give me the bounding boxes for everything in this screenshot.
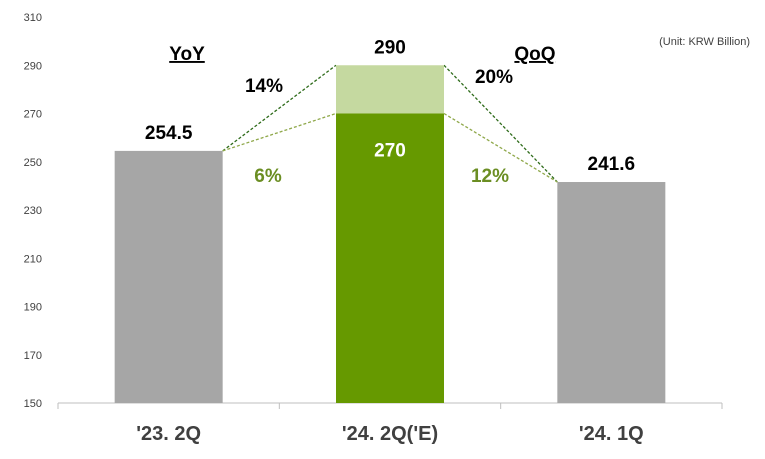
y-axis: 150 170 190 210 230 250 270 290 310 (24, 12, 42, 410)
bar-value-label: 254.5 (145, 123, 193, 144)
qoq-high-connector (443, 64, 558, 183)
yoy-high-connector (222, 64, 337, 152)
unit-label: (Unit: KRW Billion) (659, 36, 750, 48)
qoq-high-growth-label: 20% (475, 67, 513, 88)
x-tick-label: '24. 2Q('E) (342, 423, 438, 445)
bars (114, 65, 666, 403)
yoy-high-growth-label: 14% (245, 76, 283, 97)
y-tick-label: 250 (24, 157, 42, 169)
y-tick-label: 310 (24, 12, 42, 24)
y-tick-label: 190 (24, 302, 42, 314)
yoy-header: YoY (169, 44, 205, 65)
bar-upper-segment (336, 65, 444, 114)
qoq-header: QoQ (514, 44, 555, 65)
bar-value-label: 290 (374, 37, 406, 58)
yoy-low-growth-label: 6% (254, 166, 282, 187)
x-tick-label: '23. 2Q (136, 423, 201, 445)
qoq-low-connector (443, 112, 558, 183)
x-axis: '23. 2Q '24. 2Q('E) '24. 1Q (57, 402, 723, 445)
y-tick-label: 150 (24, 398, 42, 410)
bar-value-label: 241.6 (588, 154, 636, 175)
growth-connector-lines (222, 64, 558, 183)
y-tick-label: 210 (24, 253, 42, 265)
y-tick-label: 270 (24, 109, 42, 121)
qoq-low-growth-label: 12% (471, 166, 509, 187)
value-labels: 254.5 290 241.6 270 (145, 37, 635, 175)
y-tick-label: 230 (24, 205, 42, 217)
y-tick-label: 170 (24, 350, 42, 362)
x-tick-label: '24. 1Q (579, 423, 644, 445)
bar (557, 182, 666, 403)
yoy-low-connector (222, 112, 337, 152)
bar-lower-segment (336, 113, 444, 403)
y-tick-label: 290 (24, 60, 42, 72)
lower-segment-value-label: 270 (374, 141, 406, 162)
bar (114, 150, 223, 403)
